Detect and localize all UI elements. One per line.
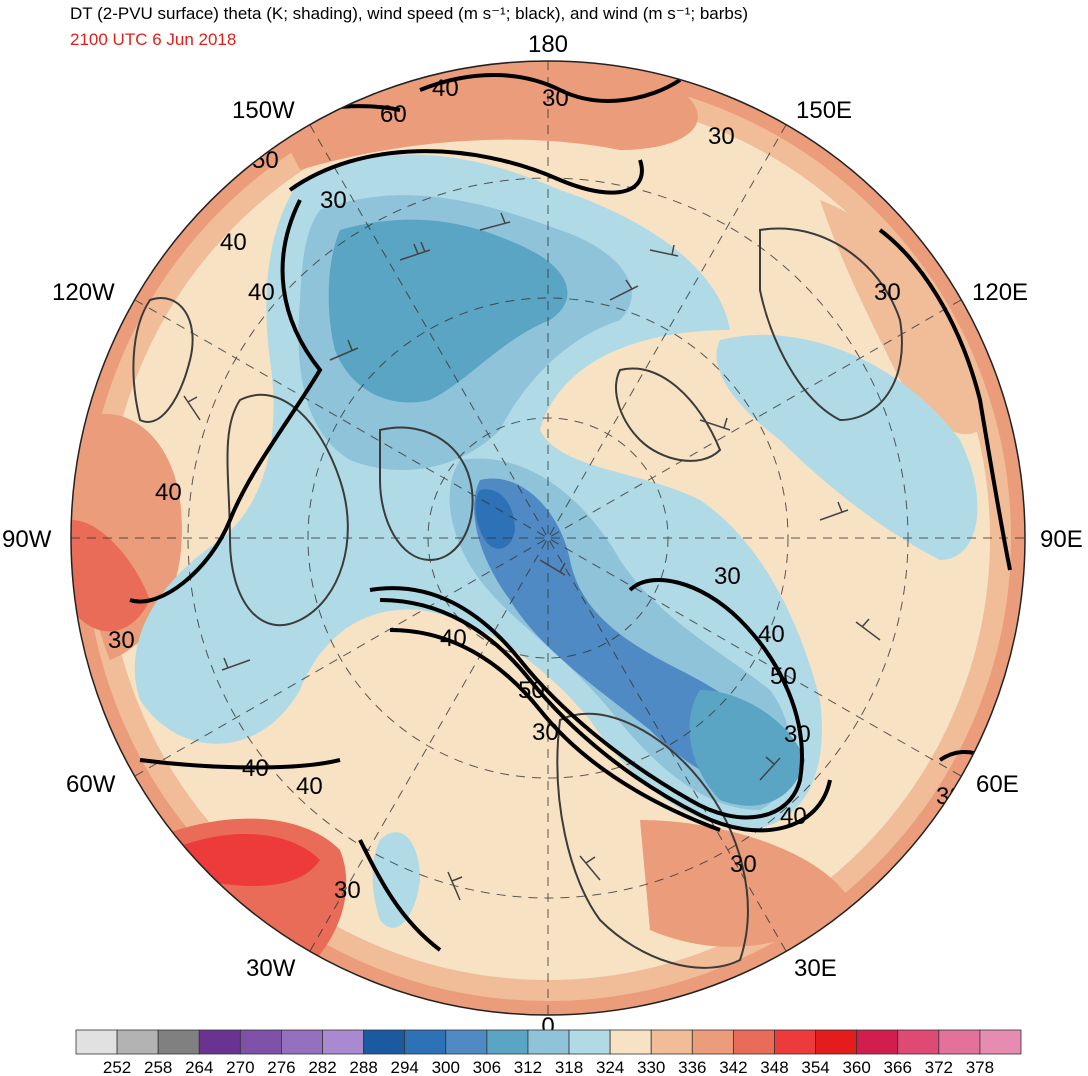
contour-label: 40 [220, 229, 247, 256]
colorbar-tick-label: 258 [144, 1058, 172, 1076]
lon-label-120e: 120E [972, 279, 1028, 306]
lon-label-90w: 90W [2, 526, 52, 553]
contour-label: 30 [784, 721, 811, 748]
map-title: DT (2-PVU surface) theta (K; shading), w… [70, 4, 749, 23]
theta-cold-core-5 [475, 489, 515, 549]
wind-barbs [183, 212, 881, 901]
colorbar-tick-label: 270 [226, 1058, 254, 1076]
colorbar-tick-label: 276 [267, 1058, 295, 1076]
colorbar-swatch [281, 1029, 323, 1055]
colorbar-tick-label: 366 [884, 1058, 912, 1076]
colorbar-tick-label: 288 [349, 1058, 377, 1076]
colorbar-tick-label: 330 [637, 1058, 665, 1076]
colorbar-tick-label: 318 [555, 1058, 583, 1076]
contour-label: 30 [532, 719, 559, 746]
map-border [70, 60, 1026, 1016]
lon-label-120w: 120W [52, 279, 115, 306]
colorbar-swatch [75, 1029, 118, 1055]
colorbar-swatch [897, 1029, 940, 1055]
colorbar-tick-label: 324 [596, 1058, 624, 1076]
contour-label: 40 [242, 755, 269, 782]
wind-speed-contours [129, 73, 1012, 952]
contour-label: 50 [770, 663, 797, 690]
contour-label: 30 [714, 563, 741, 590]
colorbar-swatch [486, 1029, 529, 1055]
colorbar-tick-label: 252 [103, 1058, 131, 1076]
colorbar-swatch [609, 1029, 652, 1055]
graticule [71, 61, 1025, 1015]
colorbar-swatch [650, 1029, 693, 1055]
contour-label: 30 [708, 123, 735, 150]
contour-label: 50 [518, 677, 545, 704]
colorbar-tick-label: 264 [185, 1058, 213, 1076]
colorbar-tick-label: 336 [678, 1058, 706, 1076]
colorbar-swatch [856, 1029, 899, 1055]
theta-hot-patch-americas [72, 520, 150, 632]
contour-label: 40 [432, 75, 459, 102]
coastlines [132, 227, 903, 969]
contour-label: 40 [758, 621, 785, 648]
colorbar-swatch [938, 1029, 981, 1055]
contour-label: 30 [874, 279, 901, 306]
colorbar-swatch [363, 1029, 406, 1055]
theta-colorbar [75, 1029, 1022, 1055]
lon-label-180: 180 [528, 31, 568, 58]
colorbar-swatch [116, 1029, 159, 1055]
colorbar-tick-label: 372 [925, 1058, 953, 1076]
colorbar-tick-label: 342 [719, 1058, 747, 1076]
colorbar-swatch [239, 1029, 282, 1055]
lon-label-60e: 60E [976, 771, 1019, 798]
colorbar-tick-label: 348 [760, 1058, 788, 1076]
colorbar-swatch [527, 1029, 570, 1055]
colorbar-swatch [691, 1029, 734, 1055]
polar-map: 30 40 40 60 50 40 30 30 30 40 30 40 50 3… [71, 61, 1025, 1015]
contour-label: 30 [108, 627, 135, 654]
colorbar-swatch [774, 1029, 816, 1055]
colorbar-tick-label: 378 [966, 1058, 994, 1076]
contour-label: 40 [780, 803, 807, 830]
contour-label: 40 [296, 773, 323, 800]
colorbar-tick-labels: 252 258 264 270 276 282 288 294 300 306 312 318 324 3… [103, 1058, 994, 1076]
theta-cold-core-2 [328, 219, 568, 403]
contour-label: 40 [440, 625, 467, 652]
contour-label: 30 [320, 187, 347, 214]
theta-warm-patch-asia [820, 200, 990, 435]
colorbar-swatch [322, 1029, 365, 1055]
lon-label-150e: 150E [796, 97, 852, 124]
contour-label: 60 [380, 101, 407, 128]
valid-time: 2100 UTC 6 Jun 2018 [70, 30, 237, 49]
colorbar-tick-label: 294 [391, 1058, 419, 1076]
contour-label: 40 [248, 279, 275, 306]
colorbar-tick-label: 354 [801, 1058, 829, 1076]
colorbar-tick-label: 300 [432, 1058, 460, 1076]
longitude-labels: 180 150E 120E 90E 60E 30E 0 30W 60W 90W … [2, 31, 1083, 1040]
colorbar-swatch [815, 1029, 858, 1055]
lon-label-30w: 30W [246, 955, 296, 982]
colorbar-swatch [198, 1029, 241, 1055]
colorbar-tick-label: 282 [308, 1058, 336, 1076]
theta-cold-core-6 [689, 690, 805, 806]
colorbar-tick-label: 360 [842, 1058, 870, 1076]
colorbar-swatch [404, 1029, 447, 1055]
colorbar-swatch [157, 1029, 200, 1055]
lon-label-60w: 60W [66, 771, 116, 798]
colorbar-tick-label: 312 [514, 1058, 542, 1076]
theta-warm-patch-pacific [270, 69, 698, 170]
colorbar-swatch [732, 1029, 775, 1055]
theta-cold-patch-atlantic [372, 832, 420, 928]
colorbar-swatch [445, 1029, 488, 1055]
colorbar-swatch [568, 1029, 611, 1055]
lon-label-30e: 30E [794, 955, 837, 982]
lon-label-90e: 90E [1040, 526, 1083, 553]
contour-label: 30 [542, 85, 569, 112]
lon-label-150w: 150W [232, 97, 295, 124]
theta-cold-patch-asia [716, 334, 978, 560]
colorbar-swatch [979, 1029, 1022, 1055]
contour-label: 30 [334, 877, 361, 904]
contour-label: 40 [155, 479, 182, 506]
contour-label: 30 [730, 851, 757, 878]
colorbar-tick-label: 306 [473, 1058, 501, 1076]
